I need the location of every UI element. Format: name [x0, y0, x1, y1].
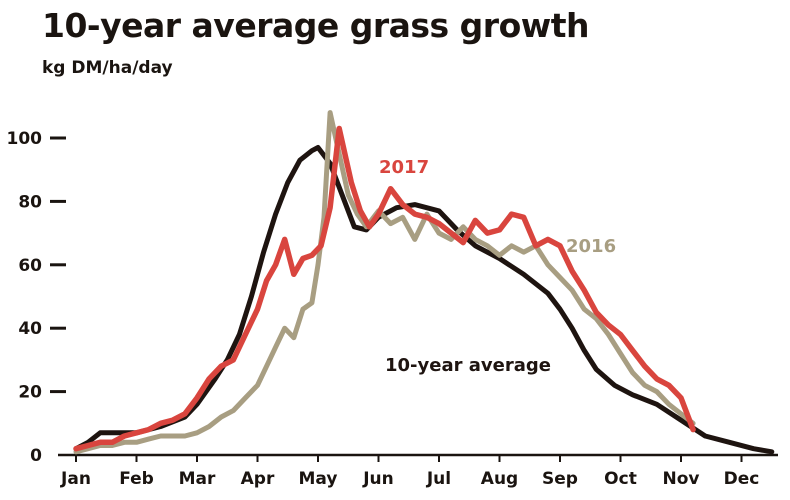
- series-label-2016: 2016: [566, 236, 616, 257]
- series-labels-layer: 10-year average 2017 2016: [379, 157, 616, 376]
- x-tick-label: Jan: [60, 469, 91, 489]
- x-tick-label: Jul: [426, 469, 451, 489]
- x-tick-label: Mar: [179, 469, 216, 489]
- series-layer: [73, 110, 775, 455]
- y-tick-label: 20: [18, 383, 42, 403]
- y-tick-label: 100: [7, 129, 43, 149]
- series-line-ten-year-average: [73, 145, 775, 455]
- x-tick-label: Jun: [362, 469, 394, 489]
- y-tick-label: 80: [18, 192, 42, 212]
- x-tick-label: Aug: [481, 469, 518, 489]
- axes: 0 20 40 60 80 100 Jan Feb Mar Apr May Jun Jul Aug Sep O…: [7, 129, 778, 489]
- x-tick-label: Oct: [604, 469, 637, 489]
- x-tick-label: Nov: [663, 469, 700, 489]
- y-tick-label: 0: [30, 446, 42, 466]
- y-tick-label: 40: [18, 319, 42, 339]
- y-tick-label: 60: [18, 256, 42, 276]
- series-label-2017: 2017: [379, 157, 429, 178]
- series-line-2016: [73, 110, 696, 455]
- x-tick-label: Feb: [119, 469, 154, 489]
- x-tick-label: May: [299, 469, 338, 489]
- x-tick-label: Dec: [724, 469, 760, 489]
- chart-subtitle-units: kg DM/ha/day: [42, 58, 173, 78]
- chart-title: 10-year average grass growth: [42, 6, 590, 45]
- series-line-2017: [73, 125, 696, 452]
- x-tick-label: Sep: [542, 469, 578, 489]
- x-tick-label: Apr: [241, 469, 275, 489]
- series-label-ten-year-average: 10-year average: [385, 355, 551, 376]
